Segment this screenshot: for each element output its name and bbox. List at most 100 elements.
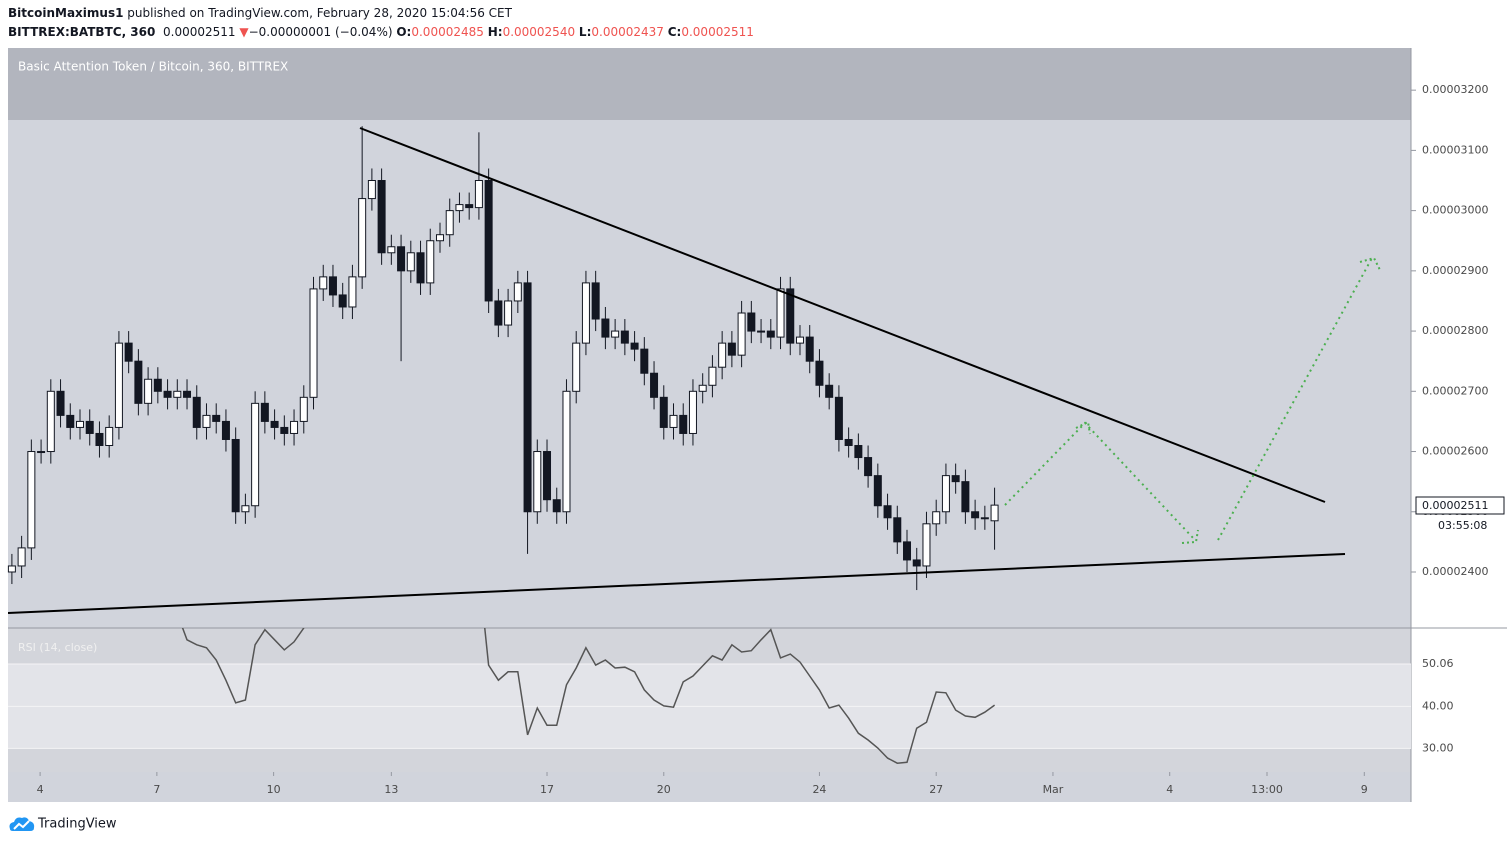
candle-body	[990, 504, 999, 522]
candle-body	[426, 240, 435, 284]
candle-body	[718, 342, 727, 368]
published: published on TradingView.com, February 2…	[127, 6, 512, 20]
candle-body	[893, 517, 902, 543]
candle-body	[192, 396, 201, 428]
rsi-tick-label: 30.00	[1422, 741, 1454, 754]
candle-body	[523, 282, 532, 513]
rsi-group	[181, 628, 996, 764]
x-tick-label: 17	[540, 783, 554, 796]
candle-body	[319, 276, 328, 290]
y-tick-label: 0.00002700	[1422, 384, 1488, 397]
candle-body	[854, 445, 863, 459]
candle-body	[367, 180, 376, 200]
candle-body	[513, 282, 522, 302]
candle-body	[980, 517, 989, 520]
trendline-lower	[8, 553, 1346, 614]
candle-body	[844, 438, 853, 447]
candle-body	[377, 180, 386, 254]
candle-body	[105, 426, 114, 447]
candle-body	[212, 414, 221, 422]
change: −0.00000001 (−0.04%)	[248, 25, 393, 39]
last: 0.00002511	[163, 25, 236, 39]
candle-body	[270, 420, 279, 428]
candle-body	[864, 457, 873, 477]
candle-body	[737, 312, 746, 356]
rsi-tick-label: 50.06	[1422, 657, 1454, 670]
y-tick-label: 0.00002900	[1422, 264, 1488, 277]
candle-body	[183, 390, 192, 398]
candle-body	[669, 414, 678, 428]
candle-body	[533, 451, 542, 513]
candle-body	[484, 180, 493, 302]
publisher: BitcoinMaximus1	[8, 6, 124, 20]
candle-body	[328, 276, 337, 296]
x-tick-label: 13	[384, 783, 398, 796]
candle-body	[260, 402, 269, 422]
l-label: L:	[578, 25, 592, 39]
x-tick-label: 7	[153, 783, 160, 796]
y-tick-label: 0.00002800	[1422, 324, 1488, 337]
drawings	[8, 127, 1381, 614]
candle-body	[591, 282, 600, 320]
c-label: C:	[667, 25, 682, 39]
projection-arrow	[1075, 420, 1091, 435]
candle-body	[46, 390, 55, 453]
candle-body	[601, 318, 610, 338]
candle-body	[241, 505, 250, 513]
candle-body	[85, 420, 94, 434]
x-tick-label: 13:00	[1251, 783, 1283, 796]
candle-body	[786, 288, 795, 344]
last-price: 0.00002511	[1422, 499, 1488, 512]
candle-body	[299, 396, 308, 422]
countdown: 03:55:08	[1438, 519, 1487, 532]
candle-body	[815, 360, 824, 386]
candle-body	[17, 547, 26, 567]
candle-body	[727, 342, 736, 356]
open: 0.00002485	[411, 25, 484, 39]
last-price-box	[1415, 496, 1505, 515]
y-tick-label: 0.00003000	[1422, 204, 1488, 217]
rsi-line	[181, 628, 996, 764]
publish-line: BitcoinMaximus1 published on TradingView…	[8, 6, 512, 20]
candle-body	[688, 390, 697, 434]
candle-body	[231, 438, 240, 513]
candle-body	[552, 499, 561, 513]
candle-body	[406, 252, 415, 272]
candle-body	[679, 414, 688, 434]
candle-body	[581, 282, 590, 344]
candle-body	[543, 451, 552, 501]
candle-body	[611, 330, 620, 338]
candle-body	[650, 372, 659, 398]
candle-body	[620, 330, 629, 344]
candle-body	[757, 330, 766, 333]
candle-body	[290, 420, 299, 434]
candle-body	[465, 204, 474, 209]
candle-body	[572, 342, 581, 392]
candle-body	[66, 414, 75, 428]
candle-body	[251, 402, 260, 507]
candle-body	[776, 288, 785, 338]
candle-body	[912, 559, 921, 567]
candle-body	[202, 414, 211, 428]
candle-body	[474, 180, 483, 209]
candle-body	[698, 384, 707, 392]
candle-body	[659, 396, 668, 428]
candle-body	[951, 475, 960, 483]
candle-body	[747, 312, 756, 332]
candle-body	[630, 342, 639, 350]
trendline-upper	[359, 127, 1326, 503]
candle-body	[163, 390, 172, 398]
y-tick-label: 0.00003200	[1422, 83, 1488, 96]
candle-body	[416, 252, 425, 284]
x-tick-label: 24	[812, 783, 826, 796]
candle-body	[7, 565, 16, 573]
candle-body	[309, 288, 318, 398]
candle-body	[766, 330, 775, 338]
candle-body	[338, 294, 347, 308]
candle-body	[504, 300, 513, 326]
candle-body	[640, 348, 649, 374]
candle-body	[445, 210, 454, 236]
candle-body	[455, 204, 464, 212]
